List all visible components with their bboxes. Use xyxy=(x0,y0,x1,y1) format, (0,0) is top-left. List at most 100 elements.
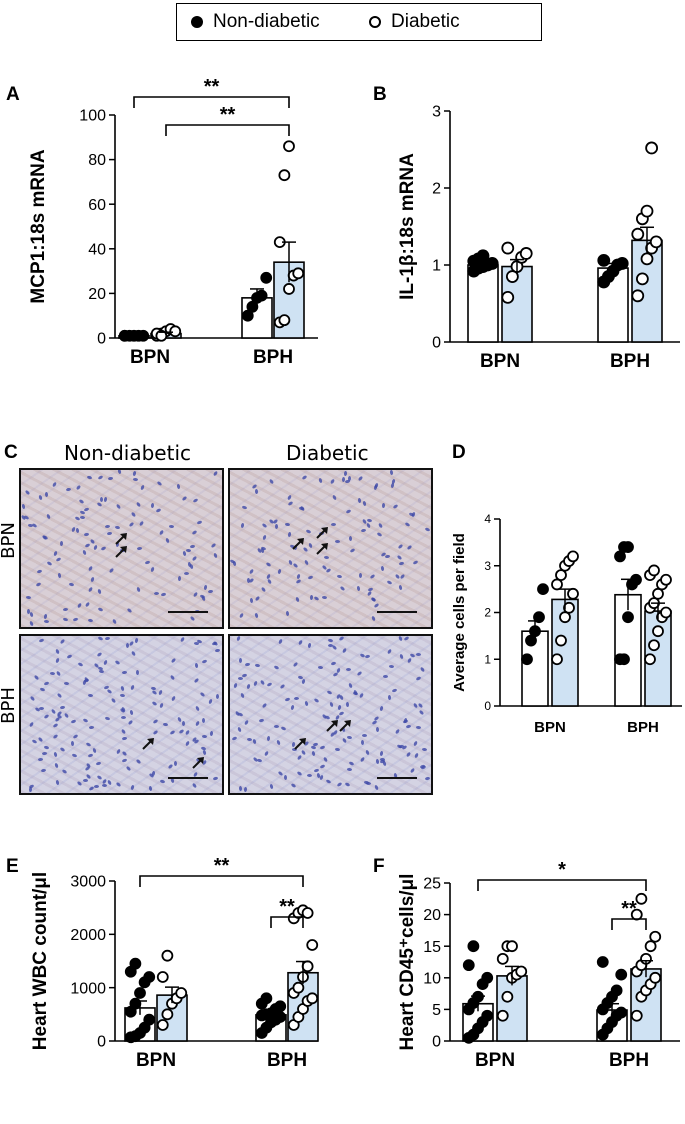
tissue-nucleus xyxy=(311,750,316,757)
panel-letter-a: A xyxy=(6,84,20,105)
tissue-nucleus xyxy=(37,757,43,762)
tissue-nucleus xyxy=(97,588,102,595)
data-point xyxy=(476,249,490,263)
data-point xyxy=(301,907,314,919)
tissue-nucleus xyxy=(54,762,59,769)
tissue-nucleus xyxy=(323,555,329,560)
significance-bracket xyxy=(477,879,647,891)
legend-label-non-diabetic: Non-diabetic xyxy=(213,11,320,32)
y-axis-label: MCP1:18s mRNA xyxy=(28,149,49,303)
tissue-nucleus xyxy=(116,503,122,510)
tissue-nucleus xyxy=(159,529,165,536)
tissue-nucleus xyxy=(389,470,393,476)
micrograph-bph-diabetic xyxy=(228,634,433,795)
data-point xyxy=(169,325,182,338)
tissue-nucleus xyxy=(364,654,371,659)
panel-letter-b: B xyxy=(373,84,387,105)
data-point xyxy=(155,329,168,342)
tissue-nucleus xyxy=(62,617,69,622)
tissue-nucleus xyxy=(343,470,347,476)
tissue-nucleus xyxy=(380,565,385,571)
tissue-nucleus xyxy=(287,531,291,537)
tissue-nucleus xyxy=(391,688,398,693)
tissue-nucleus xyxy=(405,724,412,729)
y-tick-label: 2000 xyxy=(70,927,106,944)
tissue-nucleus xyxy=(167,763,174,770)
tissue-nucleus xyxy=(53,550,59,556)
tissue-nucleus xyxy=(181,496,188,502)
tissue-nucleus xyxy=(292,562,298,569)
data-point xyxy=(555,569,567,581)
tissue-nucleus xyxy=(178,728,185,735)
tissue-nucleus xyxy=(121,750,128,756)
data-point xyxy=(567,550,579,563)
scale-bar xyxy=(168,611,208,613)
data-point xyxy=(501,241,515,255)
tissue-nucleus xyxy=(192,591,199,598)
tissue-nucleus xyxy=(85,741,92,747)
tissue-nucleus xyxy=(59,540,63,546)
tissue-nucleus xyxy=(327,643,333,647)
tissue-nucleus xyxy=(55,657,60,663)
tissue-nucleus xyxy=(158,689,164,696)
tissue-nucleus xyxy=(399,653,405,659)
significance-label: ** xyxy=(220,104,236,126)
tissue-nucleus xyxy=(75,527,80,534)
tissue-nucleus xyxy=(138,520,145,527)
tissue-nucleus xyxy=(106,688,113,694)
significance-label: ** xyxy=(279,896,295,918)
tissue-nucleus xyxy=(388,694,392,700)
data-point xyxy=(660,606,672,619)
tissue-nucleus xyxy=(189,564,194,570)
tissue-nucleus xyxy=(78,498,85,505)
tissue-nucleus xyxy=(46,513,52,520)
tissue-nucleus xyxy=(168,524,174,529)
tissue-nucleus xyxy=(127,719,134,726)
tissue-nucleus xyxy=(140,484,146,491)
tissue-nucleus xyxy=(233,682,238,689)
tissue-nucleus xyxy=(342,737,348,744)
data-point xyxy=(283,140,295,153)
chart-d: 0 1 2 3 4 Average cells per field BPN BPH xyxy=(451,512,682,736)
data-point xyxy=(283,283,295,295)
data-point xyxy=(241,309,254,322)
tissue-nucleus xyxy=(313,595,320,602)
tissue-nucleus xyxy=(313,698,320,704)
scale-bar xyxy=(377,611,417,613)
data-point xyxy=(555,634,567,647)
tissue-nucleus xyxy=(306,773,312,778)
tissue-nucleus xyxy=(294,596,300,603)
tissue-nucleus xyxy=(241,672,248,678)
tissue-nucleus xyxy=(362,500,367,507)
tissue-nucleus xyxy=(375,759,379,765)
tissue-nucleus xyxy=(403,636,410,642)
tissue-nucleus xyxy=(181,721,185,727)
y-axis-label: Heart WBC count/μl xyxy=(30,872,51,1050)
tissue-nucleus xyxy=(325,568,332,574)
tissue-nucleus xyxy=(190,544,196,549)
data-point xyxy=(614,550,626,563)
tissue-nucleus xyxy=(331,644,338,651)
tissue-nucleus xyxy=(87,753,94,758)
tissue-nucleus xyxy=(415,676,422,682)
data-point xyxy=(597,253,611,267)
tissue-nucleus xyxy=(83,678,89,683)
tissue-nucleus xyxy=(415,725,422,730)
tissue-nucleus xyxy=(236,636,241,642)
tissue-nucleus xyxy=(82,717,89,723)
tissue-nucleus xyxy=(290,783,297,789)
data-point xyxy=(630,1009,643,1022)
tissue-nucleus xyxy=(171,657,177,663)
data-point xyxy=(501,990,514,1003)
tissue-nucleus xyxy=(114,659,121,665)
tissue-nucleus xyxy=(104,497,108,503)
bar-non-diabetic xyxy=(467,264,499,343)
tissue-nucleus xyxy=(155,507,162,513)
tissue-nucleus xyxy=(49,671,56,676)
data-point xyxy=(525,634,537,647)
tissue-nucleus xyxy=(63,607,69,612)
tissue-nucleus xyxy=(85,601,91,608)
tissue-nucleus xyxy=(366,590,373,597)
data-point xyxy=(143,1013,156,1026)
